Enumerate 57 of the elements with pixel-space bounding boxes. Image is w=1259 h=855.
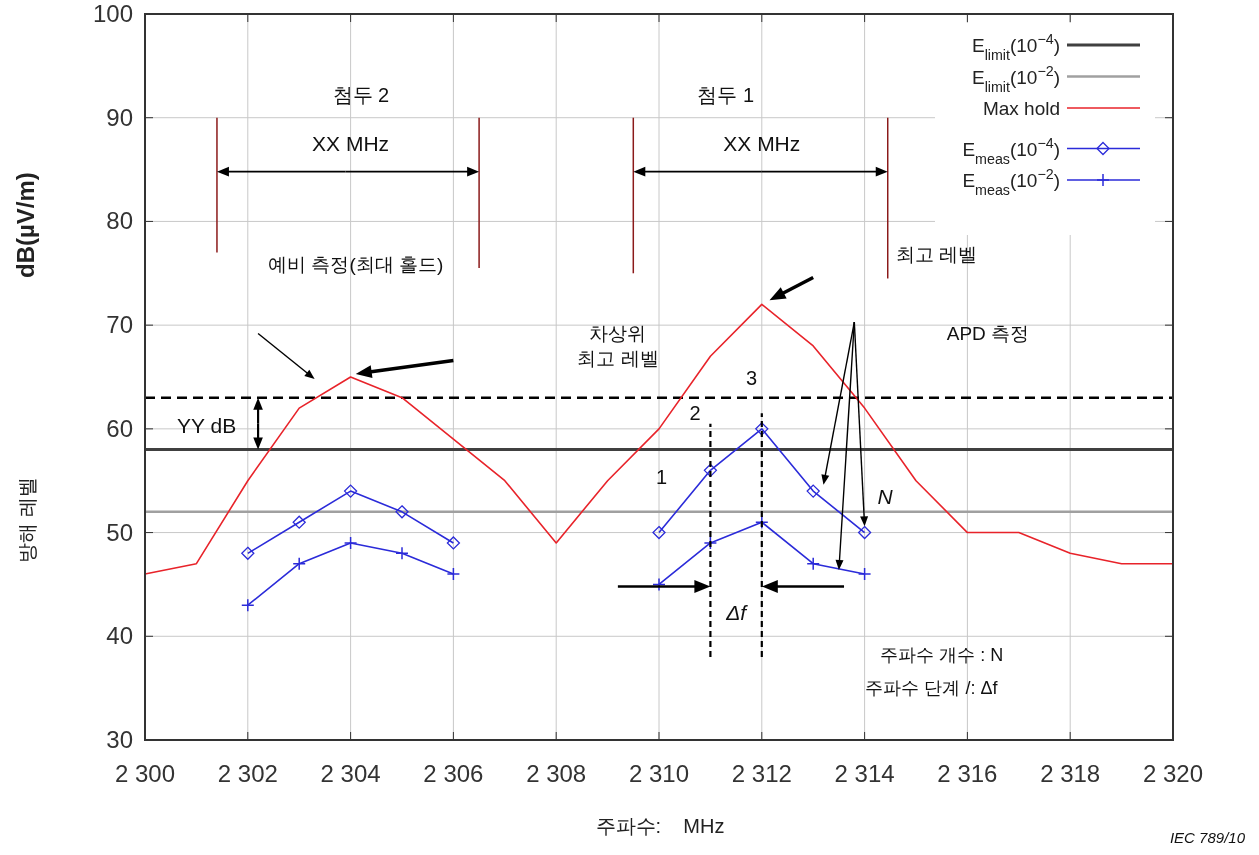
y-tick-label: 100	[92, 0, 133, 27]
annotation: 차상위 최고 레벨	[577, 322, 659, 370]
point	[652, 525, 666, 540]
point	[343, 484, 358, 498]
legend-label: E$_{limit}$(10$^{−4}$)	[971, 31, 1060, 63]
x-tick-label: 2 312	[731, 760, 792, 787]
annotation: N	[877, 484, 894, 508]
legend-label: E$_{meas}$(10$^{−2}$)	[962, 166, 1060, 198]
annotation: XX MHz	[312, 131, 390, 155]
x-tick-label: 2 310	[628, 760, 690, 787]
x-tick-label: 2 320	[1142, 760, 1204, 787]
point	[806, 484, 820, 498]
y-tick-label: 90	[106, 103, 133, 131]
x-tick-label: 2 300	[114, 760, 176, 787]
x-tick-label: 2 316	[937, 760, 998, 787]
annotation: 예비 측정(최대 홀드)	[268, 254, 444, 276]
text: IEC 789/10	[1169, 829, 1246, 846]
annotation: 2	[689, 401, 701, 424]
point	[857, 525, 872, 540]
legend-label: E$_{limit}$(10$^{−2}$)	[971, 62, 1060, 95]
y-tick-label: 40	[106, 622, 133, 650]
point	[857, 567, 872, 581]
y-tick-label: 60	[106, 414, 133, 442]
text: dB(µV/m)	[12, 172, 39, 278]
y-axis-title: 방해 레벨	[16, 477, 38, 563]
x-tick-label: 2 318	[1040, 760, 1101, 787]
point	[292, 515, 306, 529]
point	[703, 463, 718, 477]
point	[755, 422, 769, 436]
annotation: 주파수 단계 /: Δf	[865, 678, 999, 699]
y-tick-label: 30	[106, 726, 133, 753]
point	[446, 536, 461, 550]
annotation: APD 측정	[946, 322, 1030, 344]
x-axis-title: 주파수: MHz	[595, 815, 725, 837]
y-tick-label: 70	[106, 311, 133, 339]
legend-label: E$_{meas}$(10$^{−4}$)	[962, 134, 1060, 167]
annotation: 첨두 2	[332, 84, 390, 107]
annotation: 3	[745, 367, 758, 390]
y-tick-label: 80	[106, 207, 133, 235]
x-tick-label: 2 304	[320, 760, 381, 787]
y-tick-label: 50	[106, 518, 133, 546]
annotation: 첨두 1	[697, 84, 755, 107]
legend-label: Max hold	[982, 98, 1060, 119]
annotation: 주파수 개수 : N	[880, 645, 1004, 666]
x-tick-label: 2 306	[423, 760, 484, 787]
x-tick-label: 2 302	[217, 760, 278, 787]
annotation: 최고 레벨	[895, 243, 978, 265]
annotation: Δf	[725, 600, 749, 624]
annotation: YY dB	[177, 414, 237, 438]
point	[446, 567, 461, 581]
annotation: 1	[656, 465, 668, 488]
point	[241, 546, 255, 560]
x-tick-label: 2 308	[526, 760, 587, 787]
point	[395, 505, 409, 519]
annotation: XX MHz	[723, 131, 801, 155]
x-tick-label: 2 314	[834, 760, 895, 787]
point	[652, 577, 666, 592]
